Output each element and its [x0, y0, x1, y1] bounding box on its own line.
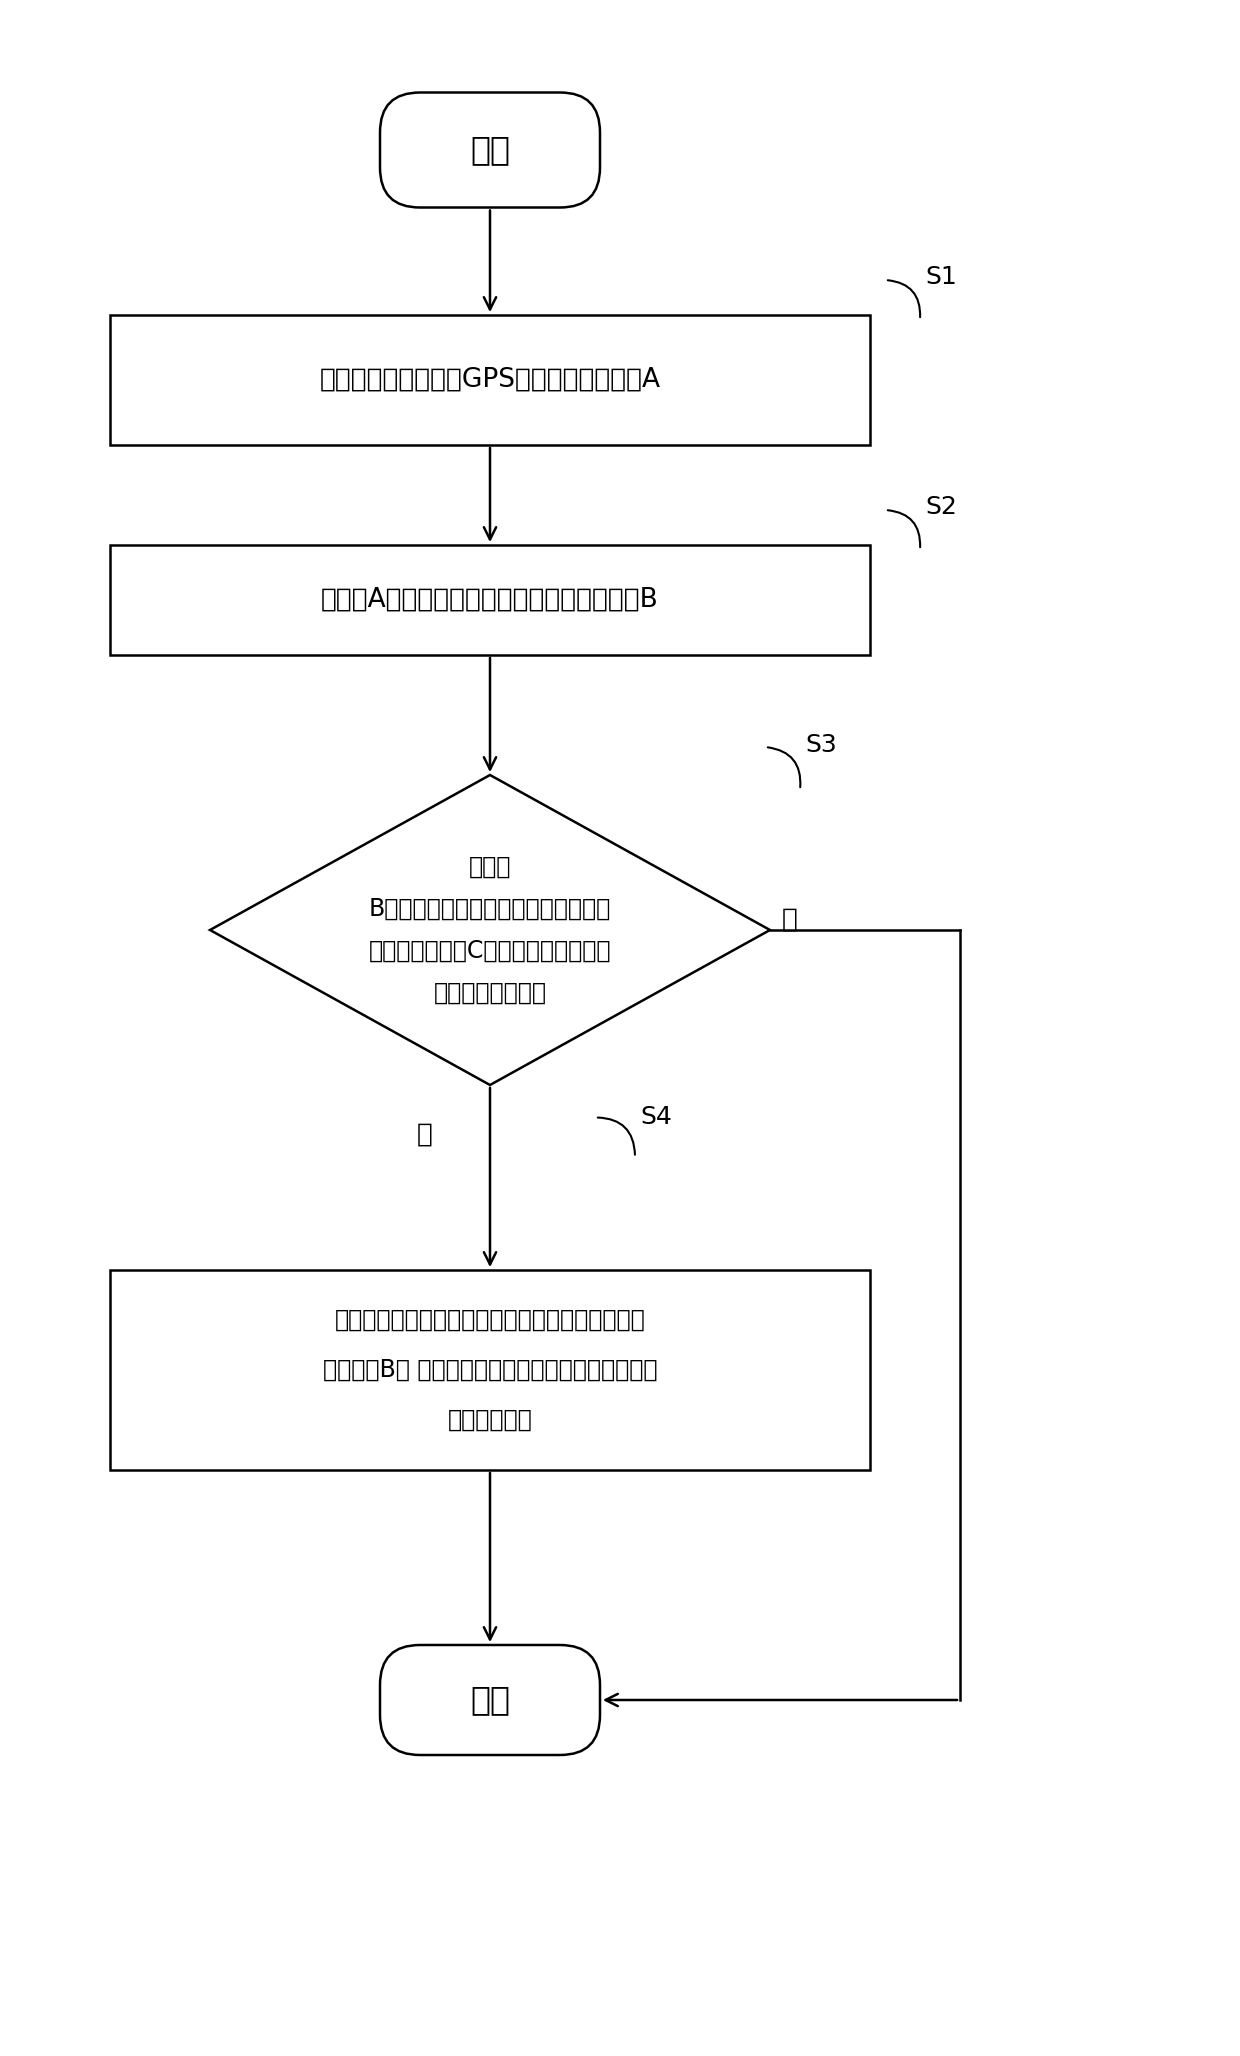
FancyBboxPatch shape [379, 93, 600, 208]
Bar [110, 545, 870, 656]
Bar [110, 315, 870, 444]
FancyBboxPatch shape [379, 1645, 600, 1756]
Text: 实时获取当前位置下GPS的经纬度数据信息A: 实时获取当前位置下GPS的经纬度数据信息A [320, 368, 661, 393]
Bar [110, 1271, 870, 1470]
Text: S1: S1 [925, 265, 957, 290]
Polygon shape [210, 775, 770, 1086]
Text: 时的初始数据: 时的初始数据 [448, 1408, 532, 1431]
Text: 将数据: 将数据 [469, 855, 511, 880]
Text: S3: S3 [805, 734, 837, 757]
Text: 否: 否 [782, 907, 797, 933]
Text: 新为数据B； 并将其对应存储为一下次电子罗盘定向: 新为数据B； 并将其对应存储为一下次电子罗盘定向 [322, 1359, 657, 1382]
Text: S2: S2 [925, 495, 957, 518]
Text: S4: S4 [640, 1106, 672, 1129]
Text: 将当前电子罗盘定向使用的磁倾角和磁偏角数据更: 将当前电子罗盘定向使用的磁倾角和磁偏角数据更 [335, 1308, 645, 1332]
Text: 是否大于预设値？: 是否大于预设値？ [434, 981, 547, 1005]
Text: B与当前电子罗盘定向正在使用的磁倾: B与当前电子罗盘定向正在使用的磁倾 [368, 896, 611, 921]
Text: 调取与A对应匹配的磁倾角和磁偏角数据信息B: 调取与A对应匹配的磁倾角和磁偏角数据信息B [321, 588, 658, 613]
Text: 是: 是 [417, 1123, 433, 1147]
Text: 开始: 开始 [470, 134, 510, 167]
Text: 结束: 结束 [470, 1684, 510, 1717]
Text: 角和磁偏角数据C进行比较，判断差値: 角和磁偏角数据C进行比较，判断差値 [368, 940, 611, 962]
